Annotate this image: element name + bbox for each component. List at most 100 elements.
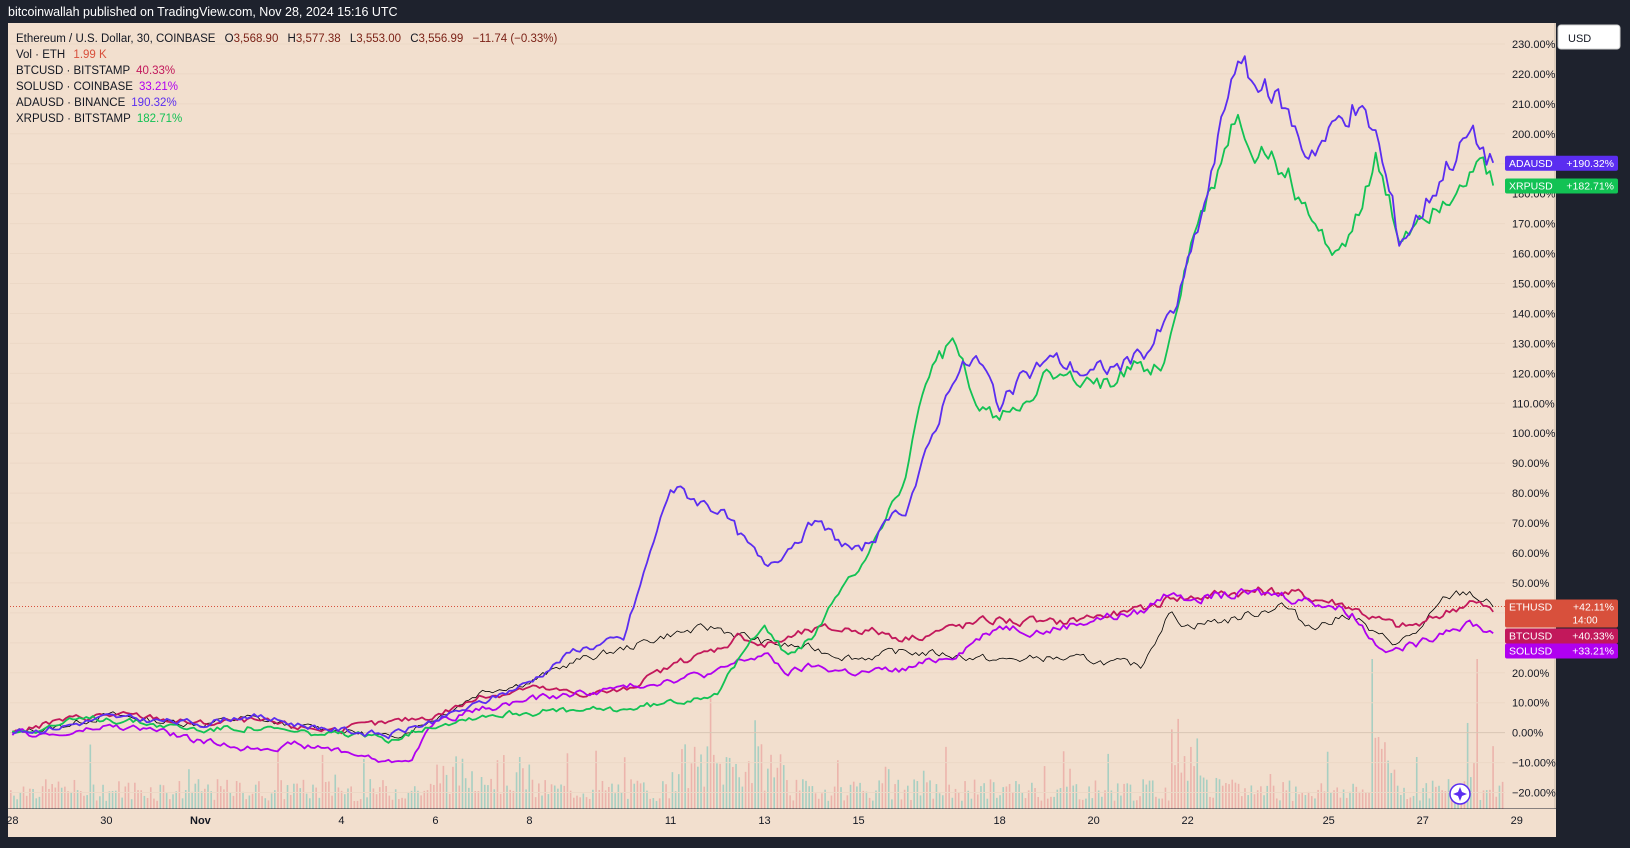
legend-volume[interactable]: Vol · ETH 1.99 K xyxy=(16,49,107,61)
series-line-btcusd xyxy=(11,586,1494,735)
volume-bar xyxy=(239,782,241,809)
time-axis: 28 30 Nov 4 6 8 11 13 15 18 20 22 25 27 29 xyxy=(6,815,1523,827)
volume-bar xyxy=(868,797,871,809)
volume-bar xyxy=(884,766,887,809)
volume-bar xyxy=(149,787,152,809)
volume-bar xyxy=(859,782,861,809)
volume-bar xyxy=(54,787,57,809)
volume-bar xyxy=(1279,800,1281,809)
volume-bar xyxy=(1171,729,1173,809)
volume-bar xyxy=(976,794,979,809)
legend-item-btcusd[interactable]: BTCUSD · BITSTAMP 40.33% xyxy=(16,65,175,77)
volume-bar xyxy=(1403,787,1405,809)
volume-bar xyxy=(464,778,467,809)
volume-bar xyxy=(226,779,228,809)
volume-bar xyxy=(1008,783,1011,809)
volume-bar xyxy=(515,772,518,809)
price-tags: ADAUSD +190.32% XRPUSD +182.71% ETHUSD +42.11… xyxy=(1505,155,1618,659)
volume-bar xyxy=(337,787,340,809)
volume-bar xyxy=(1260,786,1262,809)
volume-bar xyxy=(204,788,206,809)
volume-bar xyxy=(945,746,947,809)
volume-bar xyxy=(700,754,702,809)
volume-bar xyxy=(919,795,922,809)
y-tick-label: 0.00% xyxy=(1512,728,1543,740)
volume-bar xyxy=(795,779,798,809)
volume-bar xyxy=(1291,800,1294,809)
volume-bar xyxy=(67,791,69,809)
legend-item-xrpusd[interactable]: XRPUSD · BITSTAMP 182.71% xyxy=(16,113,182,125)
price-tag-symbol: BTCUSD xyxy=(1509,631,1553,643)
volume-bar xyxy=(1018,784,1020,809)
volume-bar xyxy=(862,790,865,809)
volume-bar xyxy=(1183,756,1186,809)
volume-bar xyxy=(299,788,302,809)
legend-item-solusd[interactable]: SOLUSD · COINBASE 33.21% xyxy=(16,81,178,93)
price-tag-solusd xyxy=(1505,643,1618,659)
volume-bar xyxy=(1193,766,1195,809)
volume-bar xyxy=(143,795,146,809)
volume-bar xyxy=(1476,659,1478,809)
volume-bar xyxy=(44,779,47,809)
legend-volume-name: Vol · ETH xyxy=(16,49,65,61)
volume-bar xyxy=(598,789,601,809)
volume-bar xyxy=(732,766,734,809)
volume-bar xyxy=(328,781,330,809)
legend-item-adausd[interactable]: ADAUSD · BINANCE 190.32% xyxy=(16,97,177,109)
volume-bar xyxy=(1081,799,1084,809)
volume-bar xyxy=(1355,786,1358,809)
volume-bar xyxy=(706,746,709,809)
y-tick-label: 10.00% xyxy=(1512,698,1550,710)
volume-bar xyxy=(1298,794,1300,809)
price-tag-adausd xyxy=(1505,155,1618,171)
y-tick-label: −10.00% xyxy=(1512,758,1556,770)
volume-bar xyxy=(436,764,438,809)
volume-bar xyxy=(722,784,725,809)
volume-bar xyxy=(1043,766,1046,809)
volume-bar xyxy=(1225,783,1227,809)
volume-bar xyxy=(887,769,890,809)
volume-bar xyxy=(433,784,435,809)
volume-bar xyxy=(1066,786,1068,809)
y-tick-label: 80.00% xyxy=(1512,488,1550,500)
volume-bar xyxy=(910,799,912,809)
volume-bar xyxy=(1148,780,1151,809)
volume-bar xyxy=(219,786,222,809)
volume-bar xyxy=(763,790,766,809)
series-line-adausd xyxy=(12,55,1495,740)
volume-bar xyxy=(461,758,464,809)
x-tick-label: 28 xyxy=(6,815,18,827)
volume-bar xyxy=(1444,791,1447,809)
volume-bar xyxy=(1158,798,1160,809)
volume-bar xyxy=(725,757,728,809)
volume-bar xyxy=(391,799,394,809)
volume-bar xyxy=(1387,760,1389,809)
price-tag-value: +33.21% xyxy=(1572,646,1614,658)
volume-bar xyxy=(865,791,868,809)
volume-bar xyxy=(690,763,693,809)
volume-bar xyxy=(118,781,120,809)
currency-button[interactable]: USD xyxy=(1557,24,1621,50)
volume-bar xyxy=(350,786,352,809)
volume-bar xyxy=(684,744,686,809)
volume-bar xyxy=(388,795,391,809)
volume-bar xyxy=(954,788,957,809)
magic-button[interactable] xyxy=(1449,783,1471,805)
volume-bar xyxy=(487,785,489,809)
volume-bar xyxy=(1380,748,1383,809)
volume-bar xyxy=(1425,783,1428,809)
volume-bar xyxy=(719,763,721,809)
volume-bar xyxy=(1177,718,1179,809)
volume-bar xyxy=(1107,753,1109,809)
volume-bar xyxy=(538,783,540,809)
volume-bar xyxy=(579,797,581,809)
volume-bar xyxy=(636,780,639,809)
volume-bar xyxy=(617,784,620,809)
volume-bar xyxy=(302,779,305,809)
volume-bar xyxy=(658,798,661,809)
legend-volume-value: 1.99 K xyxy=(73,49,107,61)
volume-bar xyxy=(1139,796,1141,809)
legend-main[interactable]: Ethereum / U.S. Dollar, 30, COINBASE O3,… xyxy=(16,33,557,45)
volume-bar xyxy=(735,763,737,809)
